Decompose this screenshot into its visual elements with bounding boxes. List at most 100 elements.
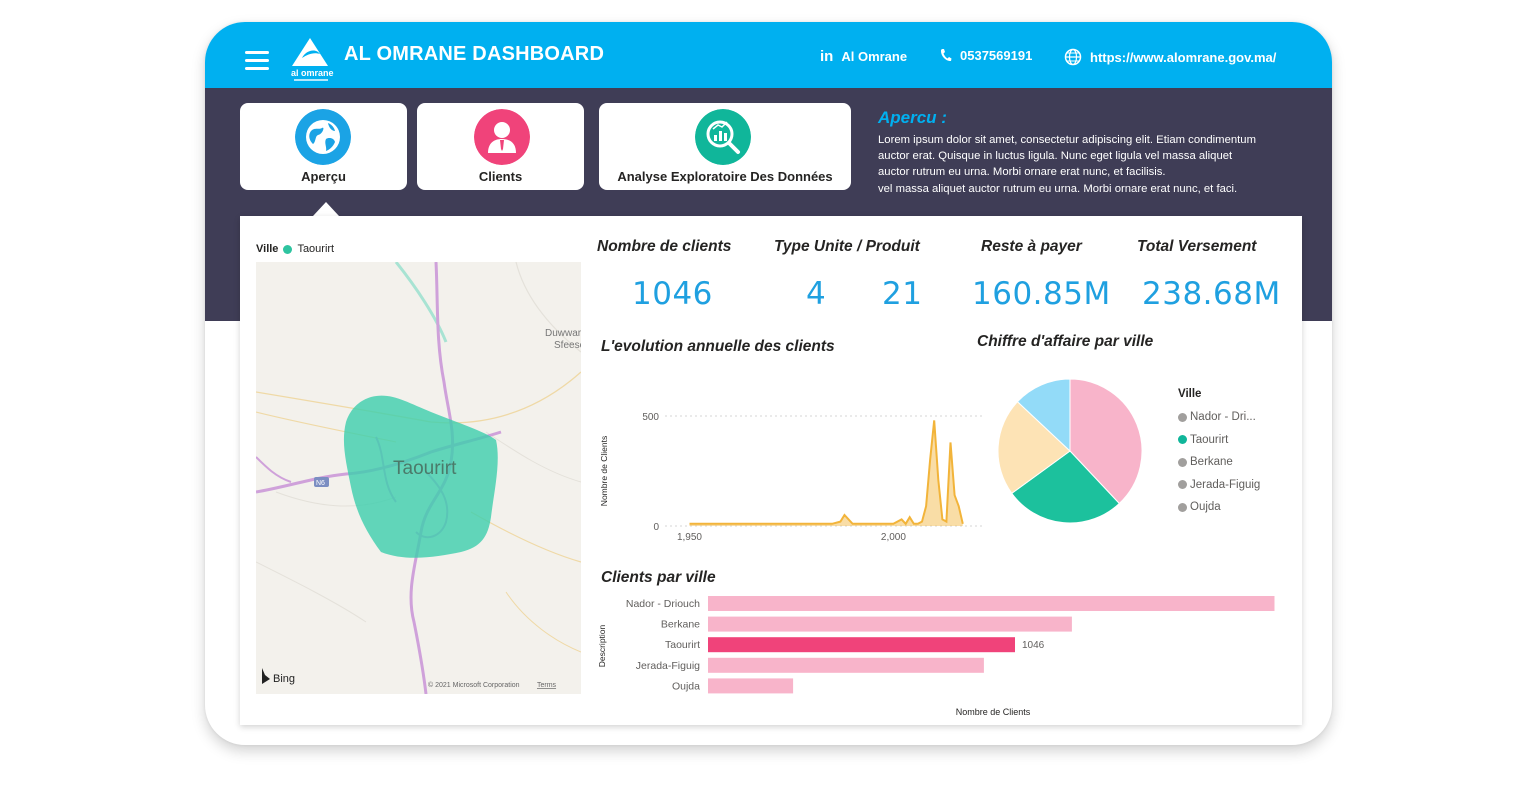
x-axis-label: Nombre de Clients xyxy=(956,707,1031,717)
map-copyright: © 2021 Microsoft Corporation xyxy=(428,681,520,689)
map-legend-item: Taourirt xyxy=(297,243,335,255)
apercu-line: vel massa aliquet auctor rutrum eu urna.… xyxy=(878,182,1238,195)
pie-legend-item[interactable]: Jerada-Figuig xyxy=(1178,474,1260,497)
apercu-line: auctor erat. Quisque in luctus ligula. N… xyxy=(878,150,1233,163)
pie-slice xyxy=(1011,450,1120,524)
nav-card-clients[interactable]: Clients xyxy=(417,103,584,190)
report-panel: Ville Taourirt xyxy=(240,216,1302,725)
globe-small-icon xyxy=(1064,48,1082,66)
bar xyxy=(708,616,1072,632)
road-label: N6 xyxy=(316,480,325,487)
pie-legend-item[interactable]: Berkane xyxy=(1178,451,1260,474)
website-link[interactable]: https://www.alomrane.gov.ma/ xyxy=(1064,48,1276,66)
bar-chart-title: Clients par ville xyxy=(601,569,716,586)
kpi-clients-label: Nombre de clients xyxy=(597,238,732,255)
category-label: Taourirt xyxy=(665,639,700,651)
kpi-reste-value: 160.85M xyxy=(972,276,1111,312)
pie-chart-title: Chiffre d'affaire par ville xyxy=(977,333,1154,350)
data-analysis-icon xyxy=(695,109,751,165)
phone-number: 0537569191 xyxy=(960,48,1033,63)
nav-label-apercu: Aperçu xyxy=(301,169,346,184)
kpi-reste-label: Reste à payer xyxy=(981,238,1082,255)
nav-card-apercu[interactable]: Aperçu xyxy=(240,103,407,190)
nav-label-analyse: Analyse Exploratoire Des Données xyxy=(617,169,833,184)
line-chart-title: L'evolution annuelle des clients xyxy=(601,338,835,355)
area-fill xyxy=(689,420,963,526)
globe-icon xyxy=(295,109,351,165)
map-legend-dot xyxy=(283,244,293,254)
category-label: Berkane xyxy=(661,619,700,631)
y-tick-label: 500 xyxy=(642,412,659,423)
dashboard-frame: al omrane AL OMRANE DASHBOARD in Al Omra… xyxy=(205,22,1332,745)
series-line xyxy=(689,420,964,526)
category-label: Jerada-Figuig xyxy=(636,660,700,672)
pie-legend-label: Berkane xyxy=(1190,456,1233,469)
active-tab-pointer xyxy=(313,202,339,216)
logo-text: al omrane xyxy=(291,68,334,78)
pie-legend-label: Oujda xyxy=(1190,501,1221,514)
pie-legend-label: Taourirt xyxy=(1190,433,1229,446)
apercu-line: auctor rutrum eu urna. Morbi ornare erat… xyxy=(878,166,1166,179)
apercu-description: Lorem ipsum dolor sit amet, consectetur … xyxy=(878,132,1318,197)
y-axis-label: Description xyxy=(597,624,607,667)
pie-legend-label: Nador - Dri... xyxy=(1190,411,1256,424)
pie-slice xyxy=(1069,378,1143,505)
bar xyxy=(708,596,1275,611)
pie-legend-dot xyxy=(1178,502,1187,512)
pie-legend: Ville Nador - Dri... Taourirt Berkane Jerad… xyxy=(1178,388,1260,519)
linkedin-icon: in xyxy=(820,48,834,65)
kpi-versement-label: Total Versement xyxy=(1137,238,1257,255)
pie-slice xyxy=(1016,378,1071,453)
pie-legend-dot xyxy=(1178,412,1187,422)
pie-legend-item[interactable]: Taourirt xyxy=(1178,429,1260,452)
map-terms-link[interactable]: Terms xyxy=(537,682,557,689)
phone-link[interactable]: 0537569191 xyxy=(939,48,1032,63)
apercu-line: Lorem ipsum dolor sit amet, consectetur … xyxy=(878,134,1256,146)
map-place-label: Duwwar xyxy=(545,328,581,339)
pie-legend-label: Jerada-Figuig xyxy=(1190,478,1261,491)
bar xyxy=(708,678,794,694)
pie-legend-dot xyxy=(1178,480,1187,490)
data-label: 1046 xyxy=(1022,640,1045,651)
bar xyxy=(708,657,984,673)
x-tick-label: 2,000 xyxy=(881,532,906,543)
bar xyxy=(708,637,1015,653)
x-tick-label: 1,950 xyxy=(677,532,702,543)
website-url: https://www.alomrane.gov.ma/ xyxy=(1090,49,1277,65)
y-tick-label: 0 xyxy=(653,522,659,533)
linkedin-label: Al Omrane xyxy=(841,49,908,64)
category-label: Oujda xyxy=(672,680,700,692)
nav-label-clients: Clients xyxy=(478,169,523,184)
map-canvas: N6 Taourirt Duwwar Sfeese Bing © 2021 Mi… xyxy=(256,262,581,694)
map-place-label: Sfeese xyxy=(554,340,581,351)
kpi-versement-value: 238.68M xyxy=(1142,276,1281,312)
menu-icon[interactable] xyxy=(245,51,269,71)
nav-card-analyse[interactable]: Analyse Exploratoire Des Données xyxy=(599,103,851,190)
category-label: Nador - Driouch xyxy=(626,598,700,610)
revenue-by-city-pie[interactable] xyxy=(995,376,1145,526)
pie-legend-item[interactable]: Oujda xyxy=(1178,496,1260,519)
pie-legend-title: Ville xyxy=(1178,388,1202,400)
kpi-clients-value: 1046 xyxy=(632,276,713,312)
map-provider: Bing xyxy=(273,673,295,685)
phone-icon xyxy=(940,49,952,62)
y-axis-label: Nombre de Clients xyxy=(599,436,609,506)
kpi-type-value-products: 21 xyxy=(882,276,923,312)
map-legend-title: Ville xyxy=(256,243,279,255)
map-visual[interactable]: N6 Taourirt Duwwar Sfeese Bing © 2021 Mi… xyxy=(256,262,581,694)
map-city-label: Taourirt xyxy=(393,458,457,479)
apercu-title: Apercu : xyxy=(878,108,947,127)
kpi-type-value-units: 4 xyxy=(806,276,827,312)
kpi-type-label: Type Unite / Produit xyxy=(774,238,920,255)
linkedin-link[interactable]: in Al Omrane xyxy=(820,48,907,65)
header-bar xyxy=(205,22,1332,88)
pie-legend-dot xyxy=(1178,435,1187,445)
clients-by-city-bar[interactable]: Nador - Driouch Berkane Taourirt 1046 Jerada… xyxy=(595,591,1295,721)
map-legend: Ville Taourirt xyxy=(256,243,334,255)
al-omrane-logo-icon: al omrane xyxy=(291,38,334,81)
pie-legend-item[interactable]: Nador - Dri... xyxy=(1178,406,1260,429)
pie-slice xyxy=(997,401,1071,495)
app-title: AL OMRANE DASHBOARD xyxy=(344,43,605,65)
pie-legend-dot xyxy=(1178,457,1187,467)
